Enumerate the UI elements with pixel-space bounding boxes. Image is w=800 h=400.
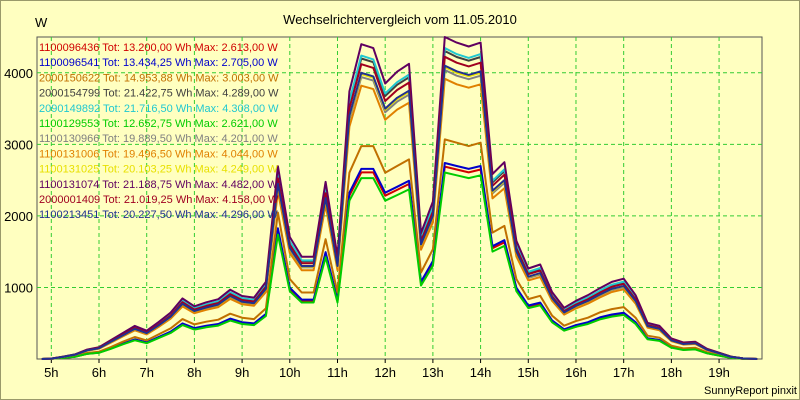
x-tick-label: 11h xyxy=(327,365,348,380)
x-tick-label: 8h xyxy=(187,365,201,380)
legend-entry-1100131006: 1100131006 Tot: 19.496,50 Wh Max: 4.044,… xyxy=(39,148,278,160)
series-line-1100129553 xyxy=(41,171,758,360)
y-tick-label: 1000 xyxy=(4,280,33,295)
legend: 1100096436 Tot: 13.200,00 Wh Max: 2.613,… xyxy=(39,42,279,221)
x-tick-label: 5h xyxy=(44,365,58,380)
legend-entry-1100131074: 1100131074 Tot: 21.188,75 Wh Max: 4.482,… xyxy=(39,179,278,191)
legend-entry-1100096541: 1100096541 Tot: 13.434,25 Wh Max: 2.705,… xyxy=(39,57,278,69)
x-tick-label: 18h xyxy=(661,365,683,380)
x-tick-label: 10h xyxy=(279,365,301,380)
footer-credit: SunnyReport pinxit xyxy=(704,385,797,397)
legend-entry-1100129553: 1100129553 Tot: 12.652,75 Wh Max: 2.621,… xyxy=(39,118,278,130)
x-tick-label: 16h xyxy=(565,365,587,380)
x-tick-label: 17h xyxy=(613,365,635,380)
y-tick-labels: 1000 2000 3000 4000 xyxy=(4,66,33,296)
plot-area xyxy=(36,36,763,360)
series-line-1100213451 xyxy=(41,64,758,360)
series-line-2000150622 xyxy=(41,138,758,360)
series-group xyxy=(41,36,758,360)
x-tick-label: 12h xyxy=(374,365,396,380)
x-tick-label: 6h xyxy=(92,365,106,380)
legend-entry-2000150622: 2000150622 Tot: 14.953,88 Wh Max: 3.003,… xyxy=(39,72,279,84)
legend-entry-2000001409: 2000001409 Tot: 21.019,25 Wh Max: 4.158,… xyxy=(39,194,279,206)
x-tick-label: 15h xyxy=(517,365,539,380)
series-line-1100131074 xyxy=(41,36,758,360)
x-tick-label: 7h xyxy=(139,365,153,380)
x-tick-label: 9h xyxy=(235,365,249,380)
y-tick-label: 2000 xyxy=(4,209,33,224)
legend-entry-2000154799: 2000154799 Tot: 21.422,75 Wh Max: 4.289,… xyxy=(39,88,279,100)
y-axis-unit: W xyxy=(35,15,48,30)
x-tick-labels: 5h 6h 7h 8h 9h 10h 11h 12h 13h 14h 15h 16h 17h 18h 19h xyxy=(44,365,730,380)
legend-entry-1100131025: 1100131025 Tot: 20.103,25 Wh Max: 4.249,… xyxy=(39,164,278,176)
series-line-1100096541 xyxy=(41,162,758,360)
y-tick-label: 3000 xyxy=(4,137,33,152)
legend-entry-1100213451: 1100213451 Tot: 20.227,50 Wh Max: 4.296,… xyxy=(39,209,278,221)
x-tick-label: 14h xyxy=(470,365,492,380)
legend-entry-1100130966: 1100130966 Tot: 19.889,50 Wh Max: 4.201,… xyxy=(39,133,278,145)
legend-entry-2090149892: 2090149892 Tot: 21.716,50 Wh Max: 4.308,… xyxy=(39,103,279,115)
legend-entry-1100096436: 1100096436 Tot: 13.200,00 Wh Max: 2.613,… xyxy=(39,42,278,54)
x-tick-label: 19h xyxy=(708,365,730,380)
y-tick-label: 4000 xyxy=(4,66,33,81)
chart-title: Wechselrichtervergleich vom 11.05.2010 xyxy=(283,12,517,27)
x-tick-label: 13h xyxy=(422,365,444,380)
